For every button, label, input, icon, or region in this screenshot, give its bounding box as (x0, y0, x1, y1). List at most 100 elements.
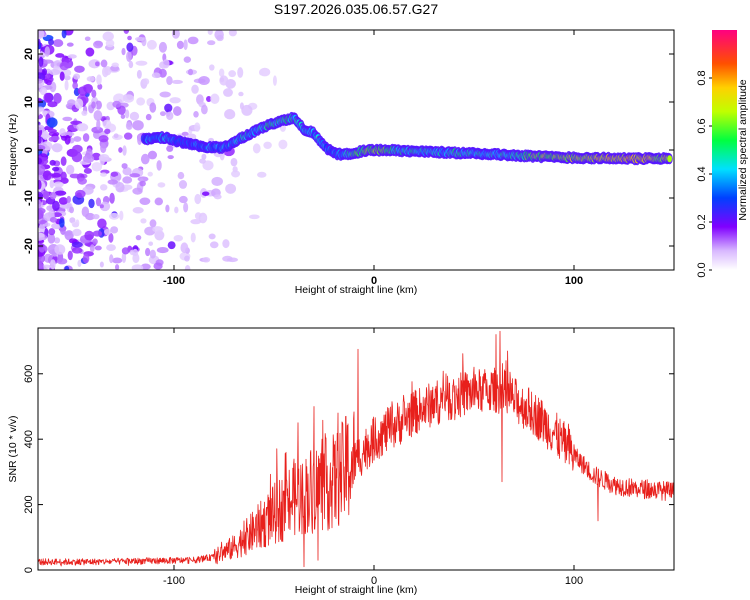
colorbar-gradient (712, 30, 737, 270)
noise-blob (86, 84, 92, 94)
noise-blob (72, 82, 79, 90)
noise-blob (135, 234, 142, 241)
noise-blob (228, 70, 237, 78)
x-tick-label: 0 (371, 275, 377, 287)
noise-blob (38, 54, 45, 59)
noise-blob (121, 247, 130, 255)
noise-blob (99, 201, 111, 212)
noise-blob (42, 110, 48, 115)
noise-blob (184, 264, 191, 270)
noise-blob (43, 92, 52, 103)
snr-x-ticks: -100 0 100 (163, 328, 583, 587)
noise-blob (174, 206, 179, 214)
noise-blob (176, 40, 184, 50)
noise-blob (95, 61, 100, 67)
noise-blob (38, 30, 45, 40)
noise-blob (126, 51, 132, 62)
noise-blob (53, 39, 64, 48)
noise-blob (132, 207, 144, 214)
noise-blob (114, 175, 121, 181)
spectrogram-ylabel: Frequency (Hz) (7, 114, 19, 186)
noise-blob (112, 100, 122, 108)
noise-blob (46, 205, 53, 211)
noise-blob (62, 116, 73, 122)
noise-blob (136, 69, 142, 79)
noise-blob (122, 167, 132, 176)
noise-blob (58, 197, 68, 205)
noise-blob (96, 119, 101, 130)
noise-blob (91, 161, 103, 172)
noise-blob (257, 171, 267, 178)
noise-blob (71, 247, 83, 254)
noise-blob (224, 109, 236, 120)
noise-blob (252, 143, 261, 154)
y-tick-label: 200 (23, 495, 35, 513)
figure-title: S197.2026.035.06.57.G27 (274, 1, 438, 17)
noise-blob (191, 84, 199, 94)
x-tick-label: 100 (565, 575, 583, 587)
noise-blob (104, 65, 112, 76)
noise-blob (123, 132, 133, 140)
noise-blob (108, 232, 114, 243)
noise-blob (201, 104, 208, 115)
noise-blob (126, 42, 134, 52)
noise-blob (95, 100, 102, 110)
noise-blob (89, 244, 95, 253)
y-tick-label: 20 (23, 48, 35, 60)
noise-blob (38, 223, 46, 234)
noise-blob (51, 143, 63, 153)
noise-blob (76, 123, 89, 132)
noise-blob (121, 252, 127, 264)
ridge-core (667, 155, 672, 163)
noise-blob (38, 78, 43, 84)
noise-blob (53, 237, 61, 244)
noise-blob (230, 157, 238, 167)
noise-blob (136, 97, 146, 106)
noise-blob (77, 259, 82, 268)
noise-blob (38, 144, 46, 151)
noise-blob (129, 173, 141, 178)
snr-series-line (38, 330, 674, 568)
noise-blob (85, 148, 93, 160)
noise-blob (38, 164, 46, 175)
noise-blob (77, 86, 88, 96)
noise-blob (132, 187, 143, 195)
noise-blob (48, 228, 56, 236)
noise-blob (38, 220, 47, 225)
noise-blob (166, 145, 174, 152)
noise-blob (193, 110, 199, 118)
noise-blob (183, 39, 188, 51)
snr-xlabel: Height of straight line (km) (295, 584, 418, 596)
noise-blob (38, 199, 42, 209)
noise-blob (69, 173, 81, 179)
noise-blob (72, 144, 83, 154)
noise-blob (56, 258, 68, 265)
noise-blob (107, 179, 118, 185)
colorbar-tick-label: 0.8 (696, 70, 708, 85)
spectrogram-y-ticks: 20 10 0 -10 -20 (23, 48, 674, 254)
noise-blob (92, 214, 100, 220)
noise-blob (226, 257, 239, 263)
noise-blob (183, 202, 189, 213)
noise-blob (156, 160, 162, 171)
noise-blob (49, 216, 58, 223)
noise-blob (47, 128, 57, 133)
noise-blob (206, 96, 212, 102)
noise-blob (91, 126, 104, 134)
noise-blob (159, 91, 171, 98)
noise-blob (81, 206, 90, 217)
noise-blob (159, 111, 167, 117)
spectrogram-x-ticks: -100 0 100 (163, 30, 583, 287)
noise-blob (131, 264, 144, 270)
snr-y-ticks: 0 200 400 600 (23, 365, 674, 573)
noise-blob (66, 195, 71, 204)
noise-blob (190, 218, 202, 225)
noise-blob (69, 206, 75, 214)
x-tick-label: 0 (371, 575, 377, 587)
noise-blob (231, 170, 241, 178)
noise-blob (98, 153, 110, 162)
noise-blob (117, 105, 126, 115)
noise-blob (122, 176, 133, 184)
noise-blob (102, 119, 112, 129)
